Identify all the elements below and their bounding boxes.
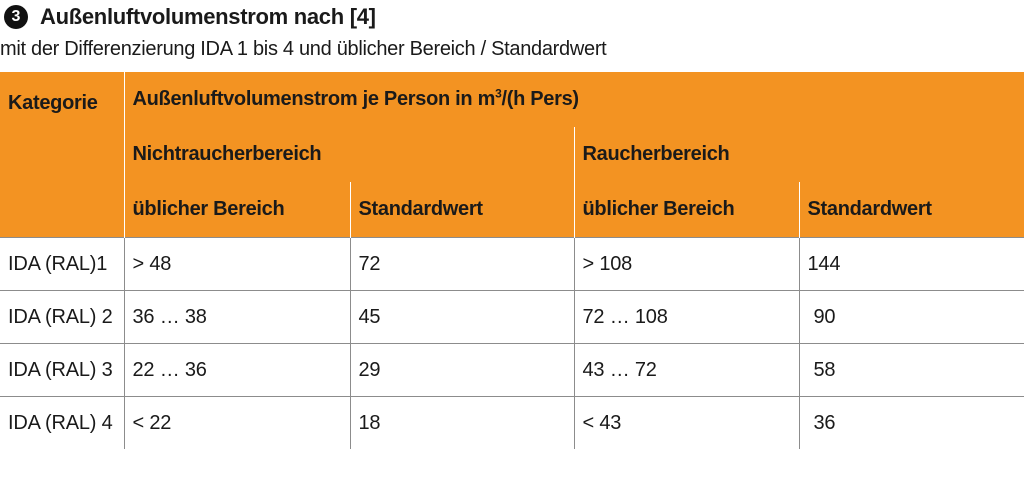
cell-s-range: > 108 [573, 237, 799, 291]
cell-ns-std: 29 [349, 343, 574, 397]
cell-ns-range: < 22 [123, 396, 350, 449]
cell-ns-std: 72 [349, 237, 574, 291]
cell-ns-range: 36 … 38 [123, 290, 350, 344]
header-main: Außenluftvolumenstrom je Person in m3/(h… [123, 72, 1024, 127]
header-main-text: Außenluftvolumenstrom je Person in m [132, 88, 496, 110]
header-row-main: Kategorie Außenluftvolumenstrom je Perso… [0, 72, 1024, 238]
header-group-smoker: Raucherbereich [573, 127, 1024, 182]
cell-s-range: < 43 [573, 396, 799, 449]
figure-number-badge: 3 [4, 5, 28, 29]
header-row-groups: Nichtraucherbereich Raucherbereich [0, 127, 1024, 182]
header-kategorie: Kategorie [0, 72, 124, 238]
airflow-table: Kategorie Außenluftvolumenstrom je Perso… [0, 72, 1024, 449]
table-header: Kategorie Außenluftvolumenstrom je Perso… [0, 72, 1024, 238]
cell-kategorie: IDA (RAL) 4 [8, 411, 113, 434]
cell-ns-range: > 48 [123, 237, 350, 291]
header-ns-standard: Standardwert [349, 182, 574, 238]
table-row: IDA (RAL) 2 36 … 38 45 72 … 108 90 [0, 290, 1024, 344]
cell-s-range: 72 … 108 [573, 290, 799, 344]
cell-s-std: 90 [798, 290, 1024, 344]
table-body: IDA (RAL)1 > 48 72 > 108 144 IDA (RAL) 2… [0, 237, 1024, 449]
header-s-usual-range: üblicher Bereich [573, 182, 799, 238]
cell-s-std: 144 [798, 237, 1024, 291]
table-row: IDA (RAL) 4 < 22 18 < 43 36 [0, 396, 1024, 449]
cell-kategorie: IDA (RAL) 3 [0, 343, 124, 397]
cell-ns-std: 18 [349, 396, 574, 449]
cell-s-std: 58 [798, 343, 1024, 397]
table-row: IDA (RAL) 3 22 … 36 29 43 … 72 58 [0, 343, 1024, 397]
figure-subtitle: mit der Differenzierung IDA 1 bis 4 und … [0, 38, 607, 60]
cell-ns-range: 22 … 36 [123, 343, 350, 397]
header-s-standard: Standardwert [798, 182, 1024, 238]
figure-heading: 3 Außenluftvolumenstrom nach [4] [4, 0, 376, 34]
header-row-sub: üblicher Bereich Standardwert üblicher B… [0, 182, 1024, 238]
cell-kategorie: IDA (RAL)1 [0, 237, 124, 291]
header-main-unit: /(h Pers) [501, 88, 579, 110]
cell-kategorie: IDA (RAL) 2 [0, 290, 124, 344]
header-group-nonsmoker: Nichtraucherbereich [123, 127, 574, 182]
table-row: IDA (RAL)1 > 48 72 > 108 144 [0, 237, 1024, 291]
cell-s-range: 43 … 72 [573, 343, 799, 397]
cell-s-std: 36 [798, 396, 1024, 449]
header-ns-usual-range: üblicher Bereich [123, 182, 350, 238]
cell-ns-std: 45 [349, 290, 574, 344]
figure-title: Außenluftvolumenstrom nach [4] [40, 4, 376, 29]
header-main-sup: 3 [495, 86, 502, 101]
